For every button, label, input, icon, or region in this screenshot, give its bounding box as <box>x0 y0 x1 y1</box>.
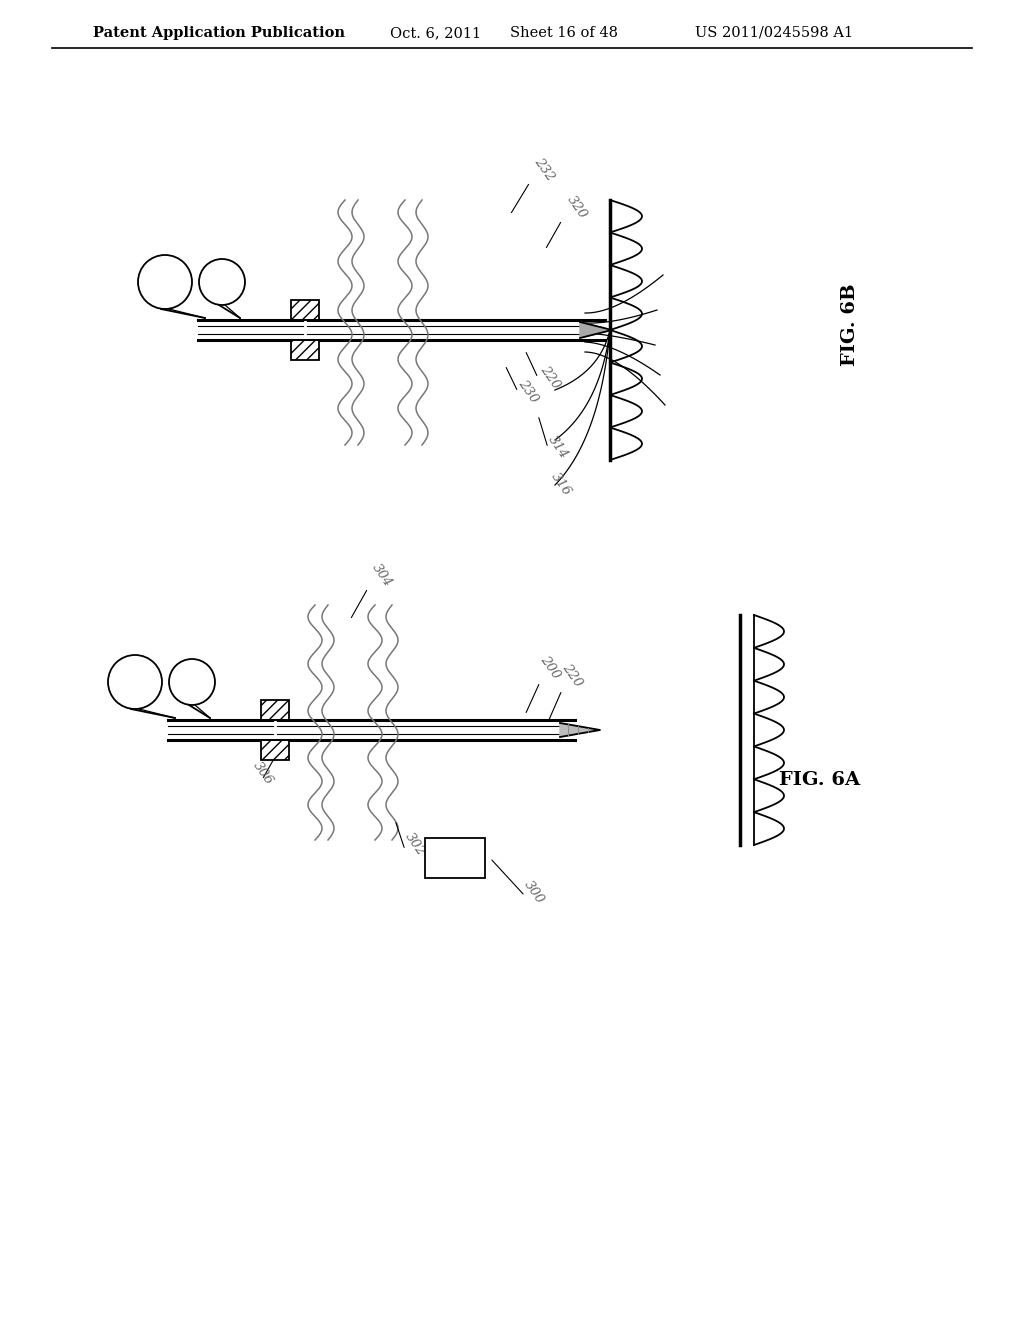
Text: Oct. 6, 2011: Oct. 6, 2011 <box>390 26 481 40</box>
Text: 306: 306 <box>250 759 275 787</box>
Bar <box>291 341 319 360</box>
Text: 220: 220 <box>560 661 585 689</box>
Text: Sheet 16 of 48: Sheet 16 of 48 <box>510 26 618 40</box>
Bar <box>261 741 289 760</box>
Bar <box>425 838 485 878</box>
Text: 232: 232 <box>532 154 557 183</box>
Text: FIG. 6B: FIG. 6B <box>841 284 859 367</box>
Text: 200: 200 <box>538 653 563 681</box>
Text: 300: 300 <box>521 878 546 906</box>
Polygon shape <box>560 723 600 737</box>
Bar <box>291 300 319 319</box>
Text: 302: 302 <box>402 830 427 858</box>
Text: US 2011/0245598 A1: US 2011/0245598 A1 <box>695 26 853 40</box>
Text: 304: 304 <box>369 561 394 589</box>
Text: FIG. 6A: FIG. 6A <box>779 771 860 789</box>
Text: 220: 220 <box>538 363 563 391</box>
Text: 316: 316 <box>548 470 573 498</box>
Text: 314: 314 <box>545 433 570 461</box>
Text: 230: 230 <box>516 378 541 405</box>
Text: 320: 320 <box>564 193 589 220</box>
Polygon shape <box>580 322 612 338</box>
Bar <box>261 700 289 719</box>
Text: Patent Application Publication: Patent Application Publication <box>93 26 345 40</box>
